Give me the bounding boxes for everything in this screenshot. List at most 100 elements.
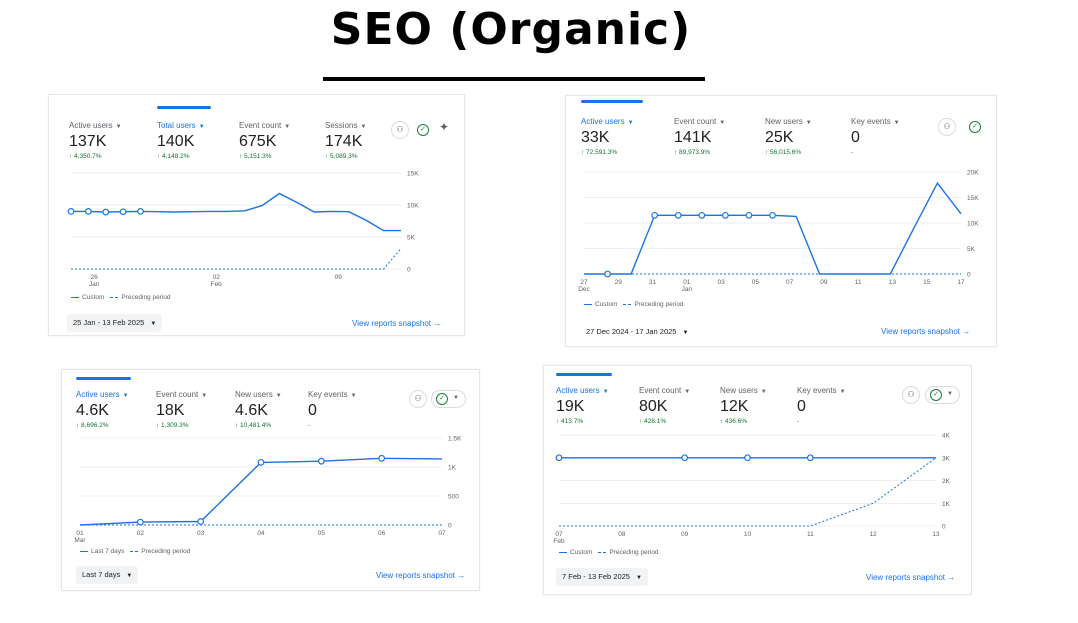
- date-range-button[interactable]: 25 Jan - 13 Feb 2025 ▼: [67, 314, 163, 332]
- metric-active-users[interactable]: Active users ▼ 33K ↑ 72,591.3%: [581, 117, 634, 156]
- metric-key-events[interactable]: Key events ▼ 0 -: [308, 390, 357, 429]
- metric-new-users[interactable]: New users ▼ 25K ↑ 56,015.6%: [765, 117, 812, 156]
- metric-total-users[interactable]: Total users ▼ 140K ↑ 4,148.2%: [157, 121, 205, 160]
- metric-key-events[interactable]: Key events ▼ 0 -: [851, 117, 900, 156]
- compare-icon[interactable]: ⚇: [409, 390, 427, 408]
- check-circle-icon: ✓: [436, 393, 448, 405]
- x-tick-label: 12: [870, 531, 878, 538]
- data-point-marker: [378, 454, 386, 462]
- view-reports-snapshot-link[interactable]: View reports snapshot →: [376, 571, 466, 580]
- caret-down-icon: ▼: [602, 389, 609, 395]
- caret-down-icon: ▼: [805, 120, 812, 126]
- metric-event-count[interactable]: Event count ▼ 18K ↑ 1,309.3%: [156, 390, 207, 429]
- data-point-marker: [119, 208, 127, 216]
- status-dropdown[interactable]: ✓ ▼: [925, 386, 960, 404]
- data-point-marker: [67, 207, 75, 215]
- metric-change: -: [851, 149, 854, 156]
- view-reports-snapshot-link[interactable]: View reports snapshot →: [866, 573, 956, 582]
- x-tick-label: 06: [378, 530, 386, 537]
- metric-active-users[interactable]: Active users ▼ 19K ↑ 413.7%: [556, 386, 609, 425]
- x-tick-label: 15: [923, 279, 931, 286]
- x-tick-sublabel: Feb: [211, 281, 223, 288]
- metric-new-users[interactable]: New users ▼ 12K ↑ 436.6%: [720, 386, 767, 425]
- metric-active-users[interactable]: Active users ▼ 137K ↑ 4,350.7%: [69, 121, 122, 160]
- metric-change: ↑ 5,151.3%: [239, 153, 272, 160]
- y-tick-label: 4K: [942, 433, 951, 440]
- data-point-marker: [136, 518, 144, 526]
- compare-icon[interactable]: ⚇: [902, 386, 920, 404]
- series-line-preceding-period: [71, 248, 402, 270]
- active-tab-indicator: [76, 377, 131, 380]
- metric-label: Event count ▼: [639, 386, 691, 395]
- metric-value: 140K: [157, 133, 195, 150]
- caret-down-icon: ▼: [150, 321, 157, 327]
- metric-change: ↑ 8,696.2%: [76, 422, 109, 429]
- view-reports-snapshot-link[interactable]: View reports snapshot →: [881, 327, 971, 336]
- metric-value: 4.6K: [76, 402, 109, 419]
- compare-icon[interactable]: ⚇: [938, 118, 956, 136]
- x-tick-label: 11: [855, 279, 862, 286]
- data-point-marker: [745, 211, 753, 219]
- chart-legend: Custom Preceding period: [559, 549, 659, 556]
- metric-change: ↑ 10,481.4%: [235, 422, 272, 429]
- legend-solid-swatch: [80, 550, 88, 552]
- check-circle-icon[interactable]: ✓: [969, 121, 981, 133]
- metric-new-users[interactable]: New users ▼ 4.6K ↑ 10,481.4%: [235, 390, 282, 429]
- caret-down-icon: ▼: [760, 389, 767, 395]
- metric-label: Event count ▼: [156, 390, 208, 399]
- metric-value: 0: [851, 129, 860, 146]
- metric-event-count[interactable]: Event count ▼ 141K ↑ 89,973.9%: [674, 117, 725, 156]
- metric-sessions[interactable]: Sessions ▼ 174K ↑ 5,089.3%: [325, 121, 366, 160]
- metric-value: 0: [308, 402, 317, 419]
- metric-event-count[interactable]: Event count ▼ 80K ↑ 428.1%: [639, 386, 690, 425]
- x-tick-label: 01: [683, 279, 691, 286]
- compare-icon[interactable]: ⚇: [391, 121, 409, 139]
- legend-dashed-swatch: [110, 296, 119, 298]
- caret-down-icon: ▼: [275, 393, 282, 399]
- analytics-card-2: Active users ▼ 33K ↑ 72,591.3% Event coun…: [565, 95, 997, 347]
- metric-change: ↑ 413.7%: [556, 418, 584, 425]
- x-tick-label: 07: [555, 531, 563, 538]
- data-point-marker: [137, 207, 144, 215]
- metric-event-count[interactable]: Event count ▼ 675K ↑ 5,151.3%: [239, 121, 290, 160]
- page-title: SEO (Organic): [330, 4, 692, 55]
- legend-solid-swatch: [71, 296, 79, 298]
- metric-change: ↑ 5,089.3%: [325, 153, 358, 160]
- view-reports-snapshot-link[interactable]: View reports snapshot →: [352, 319, 442, 328]
- check-circle-icon[interactable]: ✓: [417, 124, 429, 136]
- data-point-marker: [257, 458, 265, 466]
- data-point-marker: [84, 207, 92, 215]
- sparkle-icon[interactable]: ✦: [439, 120, 450, 134]
- date-range-button[interactable]: 27 Dec 2024 - 17 Jan 2025 ▼: [580, 323, 695, 341]
- caret-down-icon: ▼: [684, 389, 691, 395]
- metric-change: ↑ 1,309.3%: [156, 422, 189, 429]
- x-tick-sublabel: Mar: [74, 537, 86, 544]
- data-point-marker: [197, 518, 205, 525]
- x-tick-sublabel: Dec: [578, 286, 590, 293]
- metric-value: 18K: [156, 402, 185, 419]
- metric-change: ↑ 436.6%: [720, 418, 748, 425]
- y-tick-label: 5K: [407, 235, 416, 242]
- data-point-marker: [806, 454, 814, 462]
- metric-label: Active users ▼: [581, 117, 634, 126]
- date-range-button[interactable]: 7 Feb - 13 Feb 2025 ▼: [556, 568, 648, 586]
- x-tick-label: 03: [717, 279, 725, 286]
- metric-key-events[interactable]: Key events ▼ 0 -: [797, 386, 846, 425]
- data-point-marker: [555, 454, 563, 462]
- series-line-preceding-period: [559, 457, 937, 527]
- x-tick-label: 26: [90, 274, 98, 281]
- x-tick-label: 02: [137, 530, 145, 537]
- metric-label: Active users ▼: [76, 390, 129, 399]
- y-tick-label: 5K: [967, 246, 976, 253]
- metric-change: -: [308, 422, 311, 429]
- check-circle-icon: ✓: [930, 389, 942, 401]
- caret-down-icon: ▼: [947, 391, 953, 397]
- y-tick-label: 500: [448, 494, 459, 501]
- status-dropdown[interactable]: ✓ ▼: [431, 390, 466, 408]
- legend-dashed-swatch: [598, 551, 607, 553]
- metric-label: Event count ▼: [674, 117, 726, 126]
- date-range-button[interactable]: Last 7 days ▼: [76, 566, 139, 584]
- metric-active-users[interactable]: Active users ▼ 4.6K ↑ 8,696.2%: [76, 390, 129, 429]
- x-tick-label: 11: [807, 531, 814, 538]
